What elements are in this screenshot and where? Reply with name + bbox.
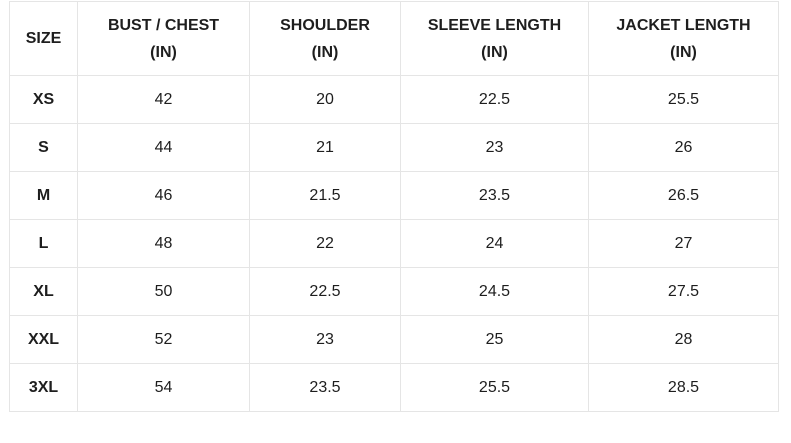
cell-shoulder: 22.5 [249, 267, 401, 316]
cell-jacket-length: 26.5 [588, 171, 779, 220]
cell-bust-chest: 50 [77, 267, 250, 316]
cell-sleeve-length: 23 [400, 123, 589, 172]
cell-sleeve-length: 24 [400, 219, 589, 268]
header-sleeve-length-line: (IN) [481, 43, 508, 61]
cell-size: S [9, 123, 78, 172]
header-bust-chest: BUST / CHEST (IN) [77, 1, 250, 76]
cell-shoulder: 21 [249, 123, 401, 172]
header-jacket-length-line: JACKET LENGTH [616, 16, 751, 34]
cell-size: XL [9, 267, 78, 316]
cell-sleeve-length: 25.5 [400, 363, 589, 412]
cell-size: M [9, 171, 78, 220]
cell-bust-chest: 42 [77, 75, 250, 124]
table-row: L 48 22 24 27 [9, 219, 779, 268]
cell-size: XXL [9, 315, 78, 364]
header-bust-chest-line: (IN) [150, 43, 177, 61]
cell-bust-chest: 54 [77, 363, 250, 412]
table-row: XS 42 20 22.5 25.5 [9, 75, 779, 124]
header-sleeve-length-line: SLEEVE LENGTH [427, 16, 562, 34]
cell-size: XS [9, 75, 78, 124]
header-shoulder: SHOULDER (IN) [249, 1, 401, 76]
cell-shoulder: 22 [249, 219, 401, 268]
header-jacket-length-line: (IN) [670, 43, 697, 61]
table-row: XXL 52 23 25 28 [9, 315, 779, 364]
cell-shoulder: 20 [249, 75, 401, 124]
cell-bust-chest: 52 [77, 315, 250, 364]
header-jacket-length: JACKET LENGTH (IN) [588, 1, 779, 76]
table-row: 3XL 54 23.5 25.5 28.5 [9, 363, 779, 412]
header-shoulder-line: SHOULDER [280, 16, 370, 34]
cell-sleeve-length: 25 [400, 315, 589, 364]
table-row: S 44 21 23 26 [9, 123, 779, 172]
cell-jacket-length: 28 [588, 315, 779, 364]
table-row: XL 50 22.5 24.5 27.5 [9, 267, 779, 316]
cell-shoulder: 23.5 [249, 363, 401, 412]
cell-sleeve-length: 24.5 [400, 267, 589, 316]
header-shoulder-line: (IN) [311, 43, 339, 61]
cell-size: L [9, 219, 78, 268]
size-chart-table: SIZE BUST / CHEST (IN) SHOULDER (IN) SLEEVE L… [9, 1, 779, 412]
cell-shoulder: 23 [249, 315, 401, 364]
cell-size: 3XL [9, 363, 78, 412]
header-bust-chest-line: BUST / CHEST [107, 16, 220, 34]
cell-sleeve-length: 22.5 [400, 75, 589, 124]
header-size: SIZE [9, 1, 78, 76]
cell-jacket-length: 27 [588, 219, 779, 268]
header-row: SIZE BUST / CHEST (IN) SHOULDER (IN) SLEEVE L… [9, 1, 779, 76]
header-sleeve-length: SLEEVE LENGTH (IN) [400, 1, 589, 76]
cell-jacket-length: 28.5 [588, 363, 779, 412]
cell-shoulder: 21.5 [249, 171, 401, 220]
cell-jacket-length: 27.5 [588, 267, 779, 316]
table-row: M 46 21.5 23.5 26.5 [9, 171, 779, 220]
cell-bust-chest: 46 [77, 171, 250, 220]
cell-bust-chest: 48 [77, 219, 250, 268]
header-size-line: SIZE [25, 30, 62, 47]
cell-jacket-length: 26 [588, 123, 779, 172]
cell-sleeve-length: 23.5 [400, 171, 589, 220]
cell-bust-chest: 44 [77, 123, 250, 172]
cell-jacket-length: 25.5 [588, 75, 779, 124]
